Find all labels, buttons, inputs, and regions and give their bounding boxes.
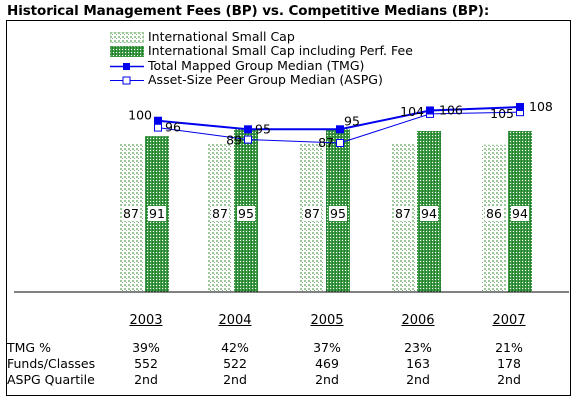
legend: International Small Cap International Sm…: [109, 28, 413, 88]
aspg-value-label: 89: [226, 133, 242, 148]
legend-item-light: International Small Cap: [109, 28, 413, 44]
bar-label-background: [511, 206, 529, 221]
bar-label-background: [122, 206, 140, 221]
bar-label-background: [303, 206, 321, 221]
aspg-value-label: 87: [318, 135, 334, 150]
legend-light-bar-swatch: [109, 31, 145, 44]
x-tick-label: 2005: [310, 313, 344, 328]
bar-value-label-light: 87: [395, 206, 411, 221]
bar-value-label-dark: 94: [512, 206, 528, 221]
bar-label-background: [329, 206, 347, 221]
marker-tmg: [336, 125, 344, 134]
legend-filled-square-line-icon: [110, 60, 144, 71]
marker-tmg: [516, 103, 524, 112]
row-label: Funds/Classes: [7, 356, 96, 371]
bar-label-background: [420, 206, 438, 221]
tmg-value-label: 95: [344, 113, 360, 128]
tmg-value-label: 95: [255, 121, 271, 136]
aspg-value-label: 104: [400, 104, 424, 119]
x-tick-label: 2007: [492, 313, 526, 328]
bar-label-background: [394, 206, 412, 221]
chart-title: Historical Management Fees (BP) vs. Comp…: [7, 3, 490, 19]
aspg-value-label: 96: [165, 120, 181, 135]
chart-frame: [6, 20, 571, 396]
table-cell: 522: [223, 356, 247, 371]
tmg-value-label: 108: [529, 99, 553, 114]
table-cell: 39%: [132, 340, 160, 355]
bar-value-label-light: 87: [212, 206, 228, 221]
legend-label: Asset-Size Peer Group Median (ASPG): [148, 72, 383, 88]
bar-value-label-light: 87: [304, 206, 320, 221]
table-cell: 37%: [313, 340, 341, 355]
table-cell: 469: [315, 356, 339, 371]
bar-value-label-dark: 95: [330, 206, 346, 221]
marker-tmg: [154, 116, 162, 125]
tmg-value-label: 106: [439, 102, 463, 117]
table-cell: 2nd: [223, 372, 247, 387]
bar-label-background: [237, 206, 255, 221]
legend-item-dark: International Small Cap including Perf. …: [109, 43, 413, 59]
table-cell: 23%: [404, 340, 432, 355]
table-cell: 2nd: [497, 372, 521, 387]
aspg-value-label: 105: [490, 106, 514, 121]
x-tick-label: 2006: [401, 313, 435, 328]
bar-label-background: [148, 206, 166, 221]
legend-item-tmg: Total Mapped Group Median (TMG): [110, 58, 413, 73]
table-cell: 2nd: [315, 372, 339, 387]
table-cell: 163: [406, 356, 430, 371]
table-cell: 2nd: [406, 372, 430, 387]
row-label: TMG %: [7, 340, 51, 355]
legend-item-aspg: Asset-Size Peer Group Median (ASPG): [110, 72, 413, 88]
x-tick-label: 2003: [129, 313, 163, 328]
bar-value-label-light: 87: [123, 206, 139, 221]
legend-label: International Small Cap including Perf. …: [148, 43, 413, 59]
legend-dark-bar-swatch: [109, 45, 145, 58]
table-cell: 21%: [495, 340, 523, 355]
table-cell: 552: [134, 356, 158, 371]
bar-label-background: [211, 206, 229, 221]
x-tick-label: 2004: [218, 313, 252, 328]
legend-label: Total Mapped Group Median (TMG): [148, 57, 365, 73]
bar-label-background: [485, 206, 503, 221]
marker-tmg: [244, 125, 252, 134]
marker-aspg: [336, 139, 344, 147]
legend-label: International Small Cap: [148, 28, 295, 44]
row-label: ASPG Quartile: [7, 372, 95, 387]
marker-tmg: [426, 106, 434, 115]
bar-value-label-dark: 95: [238, 206, 254, 221]
bar-value-label-dark: 91: [149, 206, 165, 221]
table-cell: 42%: [221, 340, 249, 355]
table-cell: 178: [497, 356, 521, 371]
bar-value-label-light: 86: [486, 206, 502, 221]
marker-aspg: [244, 135, 252, 144]
table-cell: 2nd: [134, 372, 158, 387]
legend-open-square-line-icon: [110, 74, 144, 85]
marker-aspg: [154, 123, 162, 132]
bar-value-label-dark: 94: [421, 206, 437, 221]
tmg-value-label: 100: [128, 108, 152, 123]
